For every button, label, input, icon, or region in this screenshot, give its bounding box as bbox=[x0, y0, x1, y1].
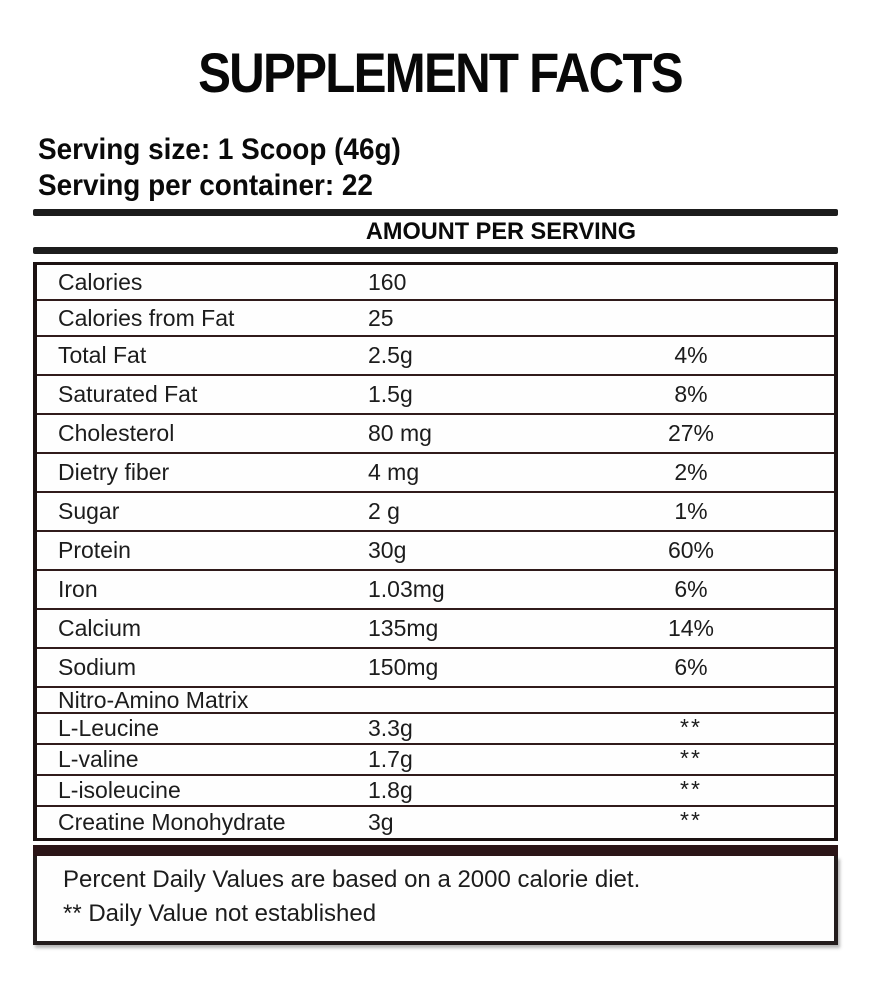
table-row: Protein 30g 60% bbox=[37, 532, 834, 571]
daily-value: ** bbox=[680, 745, 702, 771]
table-row: Calcium 135mg 14% bbox=[37, 610, 834, 649]
daily-value: 1% bbox=[674, 498, 708, 524]
nutrient-amount: 3g bbox=[368, 809, 394, 835]
nutrient-amount: 1.8g bbox=[368, 777, 413, 803]
nutrient-name: Saturated Fat bbox=[58, 381, 198, 407]
nutrient-name: Protein bbox=[58, 537, 131, 563]
nutrient-amount: 2.5g bbox=[368, 342, 413, 368]
nutrient-name: Iron bbox=[58, 576, 98, 602]
servings-per-container-text: Serving per container: 22 bbox=[38, 169, 373, 202]
nutrient-name: Calcium bbox=[58, 615, 142, 641]
nutrient-amount: 135mg bbox=[368, 615, 439, 641]
table-row: Sugar 2 g 1% bbox=[37, 493, 834, 532]
table-row: Iron 1.03mg 6% bbox=[37, 571, 834, 610]
table-row: L-Leucine 3.3g ** bbox=[37, 714, 834, 745]
daily-value: ** bbox=[680, 714, 702, 740]
footnote-not-established: ** Daily Value not established bbox=[63, 900, 377, 927]
nutrient-amount: 3.3g bbox=[368, 715, 413, 741]
daily-value: 6% bbox=[674, 576, 708, 602]
label-body: Serving size: 1 Scoop (46g) Serving per … bbox=[33, 132, 838, 945]
nutrient-name: Dietry fiber bbox=[58, 459, 170, 485]
nutrient-amount: 30g bbox=[368, 537, 407, 563]
table-row: Nitro-Amino Matrix bbox=[37, 686, 834, 714]
daily-value: ** bbox=[680, 807, 702, 833]
table-row: L-isoleucine 1.8g ** bbox=[37, 776, 834, 807]
facts-table: Calories 160 Calories from Fat 25 Total Fat 2… bbox=[33, 262, 838, 841]
daily-value: 6% bbox=[674, 654, 708, 680]
nutrient-amount: 80 mg bbox=[368, 420, 432, 446]
footer-separator-bar bbox=[33, 845, 838, 856]
nutrient-name: L-isoleucine bbox=[58, 777, 181, 803]
nutrient-name: Calories bbox=[58, 268, 143, 295]
label-title: SUPPLEMENT FACTS bbox=[198, 41, 684, 104]
top-divider-rule bbox=[33, 209, 838, 216]
daily-value: ** bbox=[680, 776, 702, 802]
footnote-daily-values: Percent Daily Values are based on a 2000… bbox=[63, 866, 641, 893]
table-row: Dietry fiber 4 mg 2% bbox=[37, 454, 834, 493]
nutrient-name: Total Fat bbox=[58, 342, 147, 368]
table-row: Cholesterol 80 mg 27% bbox=[37, 415, 834, 454]
nutrient-amount: 4 mg bbox=[368, 459, 420, 485]
nutrient-name: Cholesterol bbox=[58, 420, 175, 446]
nutrient-name: Calories from Fat bbox=[58, 304, 235, 331]
nutrient-amount: 1.5g bbox=[368, 381, 413, 407]
nutrient-name: Nitro-Amino Matrix bbox=[58, 686, 249, 713]
footnotes-box: Percent Daily Values are based on a 2000… bbox=[33, 856, 838, 945]
nutrient-amount: 25 bbox=[368, 304, 394, 331]
nutrient-amount: 160 bbox=[368, 268, 407, 295]
table-row: Creatine Monohydrate 3g ** bbox=[37, 807, 834, 838]
table-row: Calories from Fat 25 bbox=[37, 301, 834, 337]
second-divider-rule bbox=[33, 247, 838, 254]
table-row: Calories 160 bbox=[37, 265, 834, 301]
nutrient-name: Sugar bbox=[58, 498, 120, 524]
table-row: Total Fat 2.5g 4% bbox=[37, 337, 834, 376]
amount-per-serving-header: AMOUNT PER SERVING bbox=[365, 218, 636, 245]
nutrient-name: L-Leucine bbox=[58, 715, 160, 741]
nutrient-name: L-valine bbox=[58, 746, 139, 772]
daily-value: 27% bbox=[667, 420, 715, 446]
daily-value: 8% bbox=[674, 381, 708, 407]
serving-info: Serving size: 1 Scoop (46g) Serving per … bbox=[33, 132, 838, 204]
daily-value: 60% bbox=[667, 537, 715, 563]
table-row: Sodium 150mg 6% bbox=[37, 649, 834, 688]
table-row: Saturated Fat 1.5g 8% bbox=[37, 376, 834, 415]
nutrient-name: Creatine Monohydrate bbox=[58, 809, 286, 835]
table-row: L-valine 1.7g ** bbox=[37, 745, 834, 776]
nutrient-name: Sodium bbox=[58, 654, 136, 680]
nutrient-amount: 150mg bbox=[368, 654, 439, 680]
daily-value: 2% bbox=[674, 459, 708, 485]
nutrient-amount: 2 g bbox=[368, 498, 400, 524]
serving-size-text: Serving size: 1 Scoop (46g) bbox=[38, 133, 401, 166]
daily-value: 4% bbox=[674, 342, 708, 368]
daily-value: 14% bbox=[667, 615, 715, 641]
nutrient-amount: 1.03mg bbox=[368, 576, 445, 602]
nutrient-amount: 1.7g bbox=[368, 746, 413, 772]
